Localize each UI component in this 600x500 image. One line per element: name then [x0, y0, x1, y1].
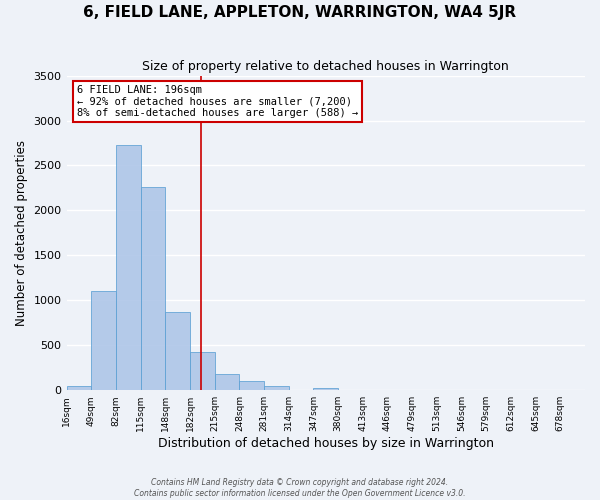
- Bar: [116, 145, 140, 390]
- Text: Contains HM Land Registry data © Crown copyright and database right 2024.
Contai: Contains HM Land Registry data © Crown c…: [134, 478, 466, 498]
- X-axis label: Distribution of detached houses by size in Warrington: Distribution of detached houses by size …: [158, 437, 494, 450]
- Bar: [313, 388, 338, 390]
- Text: 6 FIELD LANE: 196sqm
← 92% of detached houses are smaller (7,200)
8% of semi-det: 6 FIELD LANE: 196sqm ← 92% of detached h…: [77, 85, 358, 118]
- Y-axis label: Number of detached properties: Number of detached properties: [15, 140, 28, 326]
- Bar: [190, 352, 215, 390]
- Bar: [215, 374, 239, 390]
- Bar: [91, 292, 116, 390]
- Title: Size of property relative to detached houses in Warrington: Size of property relative to detached ho…: [142, 60, 509, 73]
- Text: 6, FIELD LANE, APPLETON, WARRINGTON, WA4 5JR: 6, FIELD LANE, APPLETON, WARRINGTON, WA4…: [83, 5, 517, 20]
- Bar: [165, 312, 190, 390]
- Bar: [264, 386, 289, 390]
- Bar: [239, 381, 264, 390]
- Bar: [67, 386, 91, 390]
- Bar: [140, 187, 165, 390]
